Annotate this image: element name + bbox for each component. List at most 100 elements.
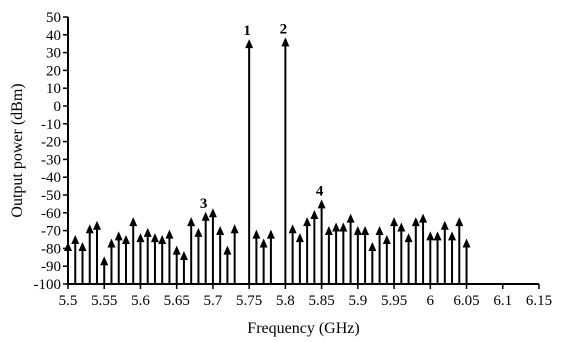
- x-tick-label: 5.7: [204, 293, 223, 309]
- stem-point: [353, 226, 362, 284]
- y-tick-label: -10: [41, 117, 61, 133]
- stem-point: [317, 199, 326, 284]
- stem-point: [165, 229, 174, 284]
- stem-point: [150, 233, 159, 284]
- stem-point: [266, 229, 275, 284]
- stem-arrowhead: [288, 224, 297, 234]
- stem-point: [419, 213, 428, 284]
- stem-point: [462, 238, 471, 284]
- x-tick-label: 5.75: [236, 293, 262, 309]
- stem-point: [223, 245, 232, 284]
- peak-label: 1: [243, 23, 251, 39]
- stem-arrowhead: [201, 211, 210, 221]
- stem-arrowhead: [179, 250, 188, 260]
- stem-arrowhead: [382, 234, 391, 244]
- x-tick-label: 6: [427, 293, 435, 309]
- x-tick-label: 5.55: [91, 293, 117, 309]
- stem-point: [143, 227, 152, 284]
- stem-arrowhead: [317, 199, 326, 209]
- y-tick-label: -90: [41, 259, 61, 275]
- y-tick-label: -60: [41, 206, 61, 222]
- stem-point: [397, 222, 406, 284]
- stem-arrowhead: [375, 226, 384, 236]
- stem-point: [172, 245, 181, 284]
- stem-point: [324, 226, 333, 284]
- stem-arrowhead: [433, 231, 442, 241]
- x-tick-label: 5.65: [164, 293, 190, 309]
- stem-point: [78, 242, 87, 284]
- stem-point: [158, 234, 167, 284]
- stem-arrowhead: [187, 217, 196, 227]
- stem-arrowhead: [266, 229, 275, 239]
- stem-arrowhead: [455, 217, 464, 227]
- stem-point: [382, 234, 391, 284]
- stem-arrowhead: [158, 234, 167, 244]
- stem-arrowhead: [85, 224, 94, 234]
- x-axis-ticks: 5.5 5.55 5.6 5.65 5.7 5.75 5.8 5.85 5.9 5.95 6 6.05…: [59, 284, 552, 309]
- stem-arrowhead: [136, 233, 145, 243]
- stem-point: [281, 37, 290, 284]
- stem-arrowhead: [230, 224, 239, 234]
- stem-point: [361, 226, 370, 284]
- stem-arrowhead: [150, 233, 159, 243]
- stem-arrowhead: [172, 245, 181, 255]
- y-tick-label: -30: [41, 152, 61, 168]
- stem-arrowhead: [252, 229, 261, 239]
- stem-point: [426, 231, 435, 284]
- stem-point: [455, 217, 464, 284]
- x-tick-label: 5.95: [381, 293, 407, 309]
- stem-arrowhead: [223, 245, 232, 255]
- stem-arrowhead: [121, 234, 130, 244]
- stem-arrowhead: [353, 226, 362, 236]
- stem-arrowhead: [259, 238, 268, 248]
- stem-point: [259, 238, 268, 284]
- stem-arrowhead: [92, 220, 101, 230]
- stem-point: [440, 220, 449, 284]
- y-tick-label: 50: [46, 10, 61, 26]
- stem-point: [129, 217, 138, 284]
- stem-point: [71, 234, 80, 284]
- x-tick-label: 5.85: [308, 293, 334, 309]
- stem-arrowhead: [143, 227, 152, 237]
- stem-arrowhead: [129, 217, 138, 227]
- stem-arrowhead: [368, 242, 377, 252]
- stem-point: [100, 256, 109, 284]
- x-tick-label: 6.05: [453, 293, 479, 309]
- stem-point: [390, 217, 399, 284]
- stem-arrowhead: [107, 238, 116, 248]
- x-tick-label: 5.6: [131, 293, 150, 309]
- stem-arrowhead: [346, 213, 355, 223]
- y-tick-label: -100: [34, 277, 62, 293]
- stem-point: [201, 211, 210, 284]
- y-tick-label: -50: [41, 188, 61, 204]
- stem-arrowhead: [419, 213, 428, 223]
- stem-arrowhead: [194, 227, 203, 237]
- stem-arrowhead: [71, 234, 80, 244]
- stem-point: [107, 238, 116, 284]
- peak-label: 2: [280, 21, 288, 37]
- stem-arrowhead: [332, 222, 341, 232]
- y-tick-label: 10: [46, 81, 61, 97]
- y-tick-label: 20: [46, 63, 61, 79]
- stem-point: [179, 250, 188, 284]
- stem-point: [252, 229, 261, 284]
- stem-point: [448, 231, 457, 284]
- stem-point: [303, 217, 312, 284]
- stem-arrowhead: [100, 256, 109, 266]
- stem-point: [208, 208, 217, 284]
- stem-point: [187, 217, 196, 284]
- stem-arrowhead: [361, 226, 370, 236]
- peak-label: 4: [316, 183, 324, 199]
- stem-arrowhead: [295, 233, 304, 243]
- stem-arrowhead: [397, 222, 406, 232]
- x-tick-label: 6.15: [526, 293, 552, 309]
- y-axis-title: Output power (dBm): [9, 83, 26, 217]
- stem-arrowhead: [310, 210, 319, 220]
- peak-annotations: 1 2 3 4: [200, 21, 324, 211]
- x-tick-label: 5.9: [348, 293, 367, 309]
- stem-point: [411, 217, 420, 284]
- stem-arrowhead: [404, 233, 413, 243]
- stem-point: [121, 234, 130, 284]
- stem-point: [339, 222, 348, 284]
